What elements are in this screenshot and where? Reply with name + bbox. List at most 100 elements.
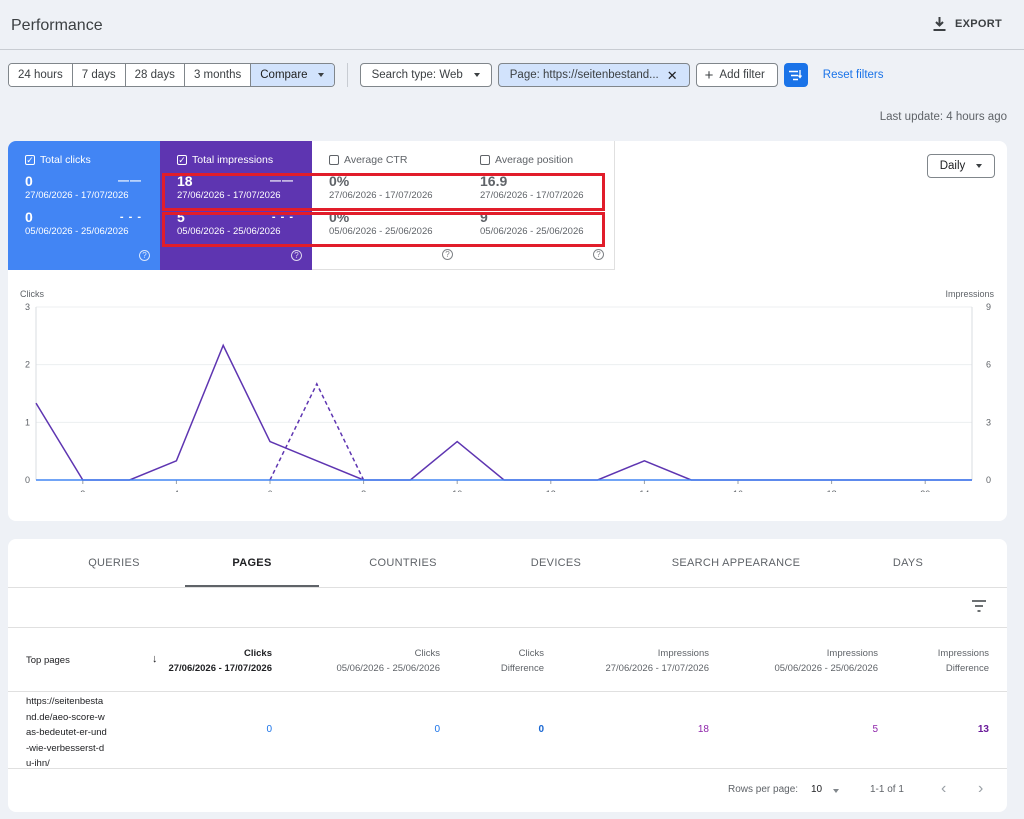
metric-average-position[interactable]: Average position 16.9 27/06/2026 - 17/07…	[463, 141, 615, 270]
header-impressions-previous[interactable]: Impressions 05/06/2026 - 25/06/2026	[774, 648, 878, 674]
filter-list-icon	[789, 69, 803, 80]
tab-pages[interactable]: PAGES	[232, 557, 272, 569]
metric-range-previous: 05/06/2026 - 25/06/2026	[480, 226, 584, 237]
page-filter-chip[interactable]: Page: https://seitenbestand... ✕	[497, 63, 690, 87]
header-impressions-current[interactable]: Impressions 27/06/2026 - 17/07/2026	[605, 648, 709, 674]
header-clicks-difference[interactable]: Clicks Difference	[500, 648, 544, 674]
close-icon[interactable]: ✕	[666, 67, 678, 83]
table-row[interactable]: https://seitenbestand.de/aeo-score-was-b…	[8, 692, 1007, 769]
metric-total-impressions[interactable]: ✓ Total impressions 18 27/06/2026 - 17/07…	[160, 141, 312, 270]
x-tick-label: 2	[80, 489, 85, 492]
metric-value-current: 18	[177, 173, 193, 189]
header-clicks-current[interactable]: Clicks 27/06/2026 - 17/07/2026	[168, 648, 272, 674]
x-tick-label: 16	[733, 489, 743, 492]
header-impressions-difference[interactable]: Impressions Difference	[937, 648, 989, 674]
checkbox-unchecked-icon[interactable]	[480, 155, 490, 165]
help-icon[interactable]: ?	[593, 249, 604, 260]
tab-days[interactable]: DAYS	[892, 557, 924, 569]
filter-bar: 24 hours 7 days 28 days 3 months Compare…	[8, 63, 884, 87]
metric-range-current: 27/06/2026 - 17/07/2026	[25, 190, 129, 201]
x-tick-label: 6	[267, 489, 272, 492]
page-range: 1-1 of 1	[870, 784, 904, 795]
tab-devices[interactable]: DEVICES	[530, 557, 582, 569]
metric-total-clicks[interactable]: ✓ Total clicks 0 27/06/2026 - 17/07/2026 …	[8, 141, 160, 270]
page-title: Performance	[11, 17, 103, 34]
compare-label: Compare	[260, 69, 308, 81]
export-label: EXPORT	[954, 18, 1002, 30]
chevron-left-icon[interactable]: ‹	[941, 780, 947, 797]
header-clicks-previous[interactable]: Clicks 05/06/2026 - 25/06/2026	[336, 648, 440, 674]
dropdown-arrow-icon[interactable]	[833, 789, 839, 793]
y-left-tick-label: 0	[25, 475, 30, 485]
x-tick-label: 8	[361, 489, 366, 492]
checkbox-unchecked-icon[interactable]	[329, 155, 339, 165]
metric-label: Average position	[495, 154, 574, 166]
x-tick-label: 20	[920, 489, 930, 492]
metric-value-current: 0%	[329, 173, 350, 189]
cell-clicks-current: 0	[266, 724, 272, 735]
table-card: QUERIES PAGES COUNTRIES DEVICES SEARCH A…	[8, 539, 1007, 812]
dashed-line-legend-icon: - - -	[271, 211, 294, 223]
add-filter-label: Add filter	[719, 69, 765, 81]
metric-value-previous: 0	[25, 209, 33, 225]
y-right-tick-label: 9	[986, 302, 991, 312]
metric-range-current: 27/06/2026 - 17/07/2026	[329, 190, 433, 201]
dimension-tabs: QUERIES PAGES COUNTRIES DEVICES SEARCH A…	[8, 539, 1007, 588]
y-right-axis-label: Impressions	[945, 289, 994, 299]
x-tick-label: 14	[639, 489, 649, 492]
date-range-3m[interactable]: 3 months	[184, 64, 252, 86]
metric-label: Total clicks	[40, 154, 91, 166]
help-icon[interactable]: ?	[291, 250, 302, 261]
date-range-selector: 24 hours 7 days 28 days 3 months Compare	[8, 63, 335, 87]
help-icon[interactable]: ?	[442, 249, 453, 260]
date-range-7d[interactable]: 7 days	[72, 64, 126, 86]
y-left-tick-label: 1	[25, 417, 30, 427]
solid-line-legend-icon: ——	[270, 175, 294, 187]
metric-label: Average CTR	[344, 154, 408, 166]
add-filter-button[interactable]: + Add filter	[695, 63, 778, 87]
y-right-tick-label: 3	[986, 417, 991, 427]
filter-settings-button[interactable]	[783, 63, 808, 87]
granularity-dropdown[interactable]: Daily	[927, 154, 995, 178]
metric-range-previous: 05/06/2026 - 25/06/2026	[25, 226, 129, 237]
performance-chart-card: ✓ Total clicks 0 27/06/2026 - 17/07/2026 …	[8, 141, 1007, 521]
tab-countries[interactable]: COUNTRIES	[369, 557, 437, 569]
help-icon[interactable]: ?	[139, 250, 150, 261]
dropdown-arrow-icon	[976, 164, 983, 168]
pagination: Rows per page: 10 1-1 of 1 ‹ ›	[8, 769, 1007, 812]
date-range-24h[interactable]: 24 hours	[9, 64, 73, 86]
checkbox-checked-icon[interactable]: ✓	[177, 154, 187, 165]
sort-arrow-icon[interactable]: ↓	[152, 653, 158, 665]
rows-per-page-select[interactable]: 10	[811, 784, 823, 795]
series-line-1	[269, 382, 365, 481]
cell-impressions-current: 18	[697, 724, 709, 735]
filter-icon[interactable]	[972, 600, 986, 612]
cell-impressions-previous: 5	[872, 724, 878, 735]
cell-impressions-difference: 13	[977, 724, 989, 735]
metric-value-previous: 0%	[329, 209, 350, 225]
page-filter-label: Page: https://seitenbestand...	[509, 69, 659, 81]
metric-average-ctr[interactable]: Average CTR 0% 27/06/2026 - 17/07/2026 0…	[312, 141, 464, 270]
metric-range-previous: 05/06/2026 - 25/06/2026	[177, 226, 281, 237]
x-tick-label: 10	[452, 489, 462, 492]
solid-line-legend-icon: ——	[118, 175, 142, 187]
page-url[interactable]: https://seitenbestand.de/aeo-score-was-b…	[26, 696, 107, 769]
tab-queries[interactable]: QUERIES	[88, 557, 140, 569]
tab-search-appearance[interactable]: SEARCH APPEARANCE	[671, 557, 801, 569]
metric-value-current: 16.9	[480, 173, 508, 189]
metric-value-current: 0	[25, 173, 33, 189]
search-type-filter[interactable]: Search type: Web	[359, 63, 492, 87]
compare-button[interactable]: Compare	[251, 64, 334, 86]
metric-value-previous: 9	[480, 209, 488, 225]
chevron-right-icon[interactable]: ›	[978, 780, 984, 797]
export-button[interactable]: EXPORT	[933, 17, 1002, 31]
metric-range-current: 27/06/2026 - 17/07/2026	[480, 190, 584, 201]
date-range-28d[interactable]: 28 days	[125, 64, 185, 86]
metric-range-current: 27/06/2026 - 17/07/2026	[177, 190, 281, 201]
checkbox-checked-icon[interactable]: ✓	[25, 154, 35, 165]
reset-filters-link[interactable]: Reset filters	[822, 69, 884, 81]
dashed-line-legend-icon: - - -	[119, 211, 142, 223]
plus-icon: +	[704, 66, 714, 84]
x-tick-label: 12	[546, 489, 556, 492]
rows-per-page-label: Rows per page:	[728, 784, 799, 795]
